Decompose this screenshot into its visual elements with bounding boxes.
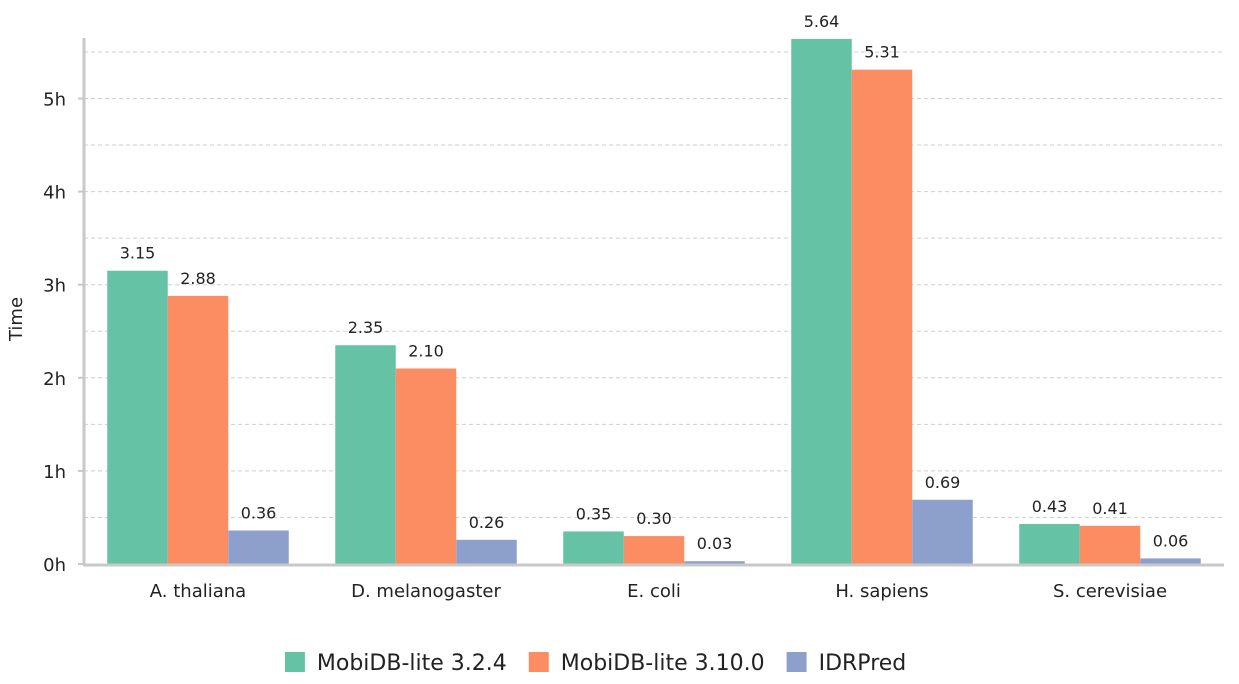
- data-label-mobidb-lite-3-10-0-d-melanogaster: 2.10: [408, 341, 444, 360]
- legend-label-idrpred: IDRPred: [819, 651, 907, 676]
- y-tick-label: 1h: [43, 462, 66, 483]
- data-labels: 3.15 2.88 0.36 2.35 2.10 0.26 0.35 0.30 0.03 5.64…: [120, 12, 1189, 553]
- data-label-mobidb-lite-3-2-4-a-thaliana: 3.15: [120, 244, 156, 263]
- data-label-idrpred-h-sapiens: 0.69: [925, 473, 961, 492]
- data-label-mobidb-lite-3-2-4-e-coli: 0.35: [576, 504, 612, 523]
- bar-idrpred-h-sapiens: [912, 499, 973, 564]
- y-tick-label: 4h: [43, 183, 66, 204]
- y-axis-title: Time: [6, 297, 27, 342]
- data-label-idrpred-e-coli: 0.03: [697, 534, 733, 553]
- legend: MobiDB-lite 3.2.4 MobiDB-lite 3.10.0 IDRPr…: [284, 651, 907, 676]
- y-tick-label: 0h: [43, 555, 66, 576]
- bar-idrpred-e-coli: [684, 561, 745, 564]
- data-label-mobidb-lite-3-2-4-d-melanogaster: 2.35: [348, 318, 384, 337]
- data-label-mobidb-lite-3-2-4-h-sapiens: 5.64: [804, 12, 840, 31]
- x-tick-label-e-coli: E. coli: [627, 581, 681, 602]
- data-label-idrpred-s-cerevisiae: 0.06: [1153, 531, 1189, 550]
- data-label-idrpred-a-thaliana: 0.36: [241, 503, 277, 522]
- bar-idrpred-d-melanogaster: [456, 539, 517, 564]
- bar-mobidb-lite-3-10-0-h-sapiens: [851, 69, 913, 564]
- y-tick-label: 3h: [43, 276, 66, 297]
- data-label-mobidb-lite-3-10-0-s-cerevisiae: 0.41: [1092, 499, 1128, 518]
- data-label-mobidb-lite-3-10-0-a-thaliana: 2.88: [180, 269, 216, 288]
- legend-label-mobidb-lite-3-10-0: MobiDB-lite 3.10.0: [561, 651, 765, 676]
- data-label-mobidb-lite-3-2-4-s-cerevisiae: 0.43: [1032, 497, 1068, 516]
- data-label-idrpred-d-melanogaster: 0.26: [469, 513, 505, 532]
- data-label-mobidb-lite-3-10-0-e-coli: 0.30: [636, 509, 672, 528]
- legend-swatch-mobidb-lite-3-2-4: [284, 652, 305, 672]
- x-tick-label-a-thaliana: A. thaliana: [150, 581, 246, 602]
- bar-mobidb-lite-3-10-0-d-melanogaster: [395, 368, 457, 564]
- y-tick-label: 2h: [43, 369, 66, 390]
- legend-swatch-mobidb-lite-3-10-0: [528, 652, 549, 672]
- bar-mobidb-lite-3-10-0-a-thaliana: [167, 295, 229, 564]
- bar-mobidb-lite-3-2-4-h-sapiens: [791, 38, 852, 565]
- x-tick-label-s-cerevisiae: S. cerevisiae: [1053, 581, 1167, 602]
- legend-swatch-idrpred: [786, 652, 807, 672]
- bar-mobidb-lite-3-10-0-s-cerevisiae: [1079, 525, 1141, 564]
- bar-idrpred-a-thaliana: [228, 530, 289, 564]
- bar-mobidb-lite-3-2-4-e-coli: [563, 531, 624, 564]
- bar-mobidb-lite-3-2-4-a-thaliana: [107, 270, 168, 564]
- gridlines: [84, 51, 1224, 518]
- y-tick-label: 5h: [43, 90, 66, 111]
- x-tick-label-h-sapiens: H. sapiens: [835, 581, 928, 602]
- bar-idrpred-s-cerevisiae: [1140, 558, 1201, 564]
- x-tick-label-d-melanogaster: D. melanogaster: [351, 581, 501, 602]
- axes: A. thaliana D. melanogaster E. coli H. sapi…: [6, 38, 1224, 602]
- bars: [107, 38, 1201, 565]
- data-label-mobidb-lite-3-10-0-h-sapiens: 5.31: [864, 43, 900, 62]
- bar-mobidb-lite-3-10-0-e-coli: [623, 536, 685, 564]
- legend-label-mobidb-lite-3-2-4: MobiDB-lite 3.2.4: [317, 651, 507, 676]
- bar-mobidb-lite-3-2-4-s-cerevisiae: [1019, 523, 1080, 564]
- bar-mobidb-lite-3-2-4-d-melanogaster: [335, 345, 396, 564]
